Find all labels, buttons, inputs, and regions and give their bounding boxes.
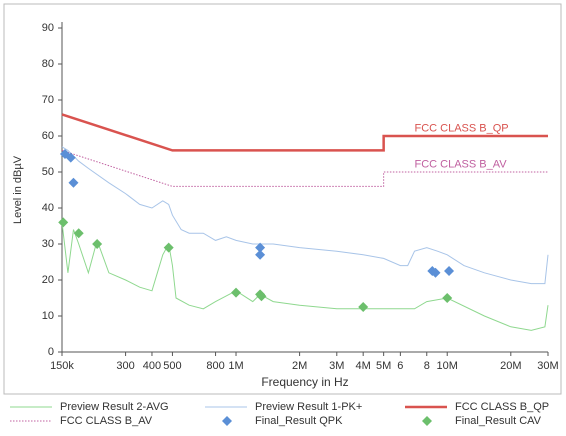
y-tick-label: 30 (42, 238, 54, 250)
y-tick-label: 40 (42, 202, 54, 214)
x-axis-label: Frequency in Hz (261, 375, 348, 389)
x-tick-label: 400 (143, 360, 161, 372)
legend-label: FCC CLASS B_QP (455, 401, 549, 413)
x-tick-label: 8 (424, 360, 430, 372)
y-tick-label: 80 (42, 58, 54, 70)
data-point (444, 266, 455, 276)
y-tick-label: 20 (42, 274, 54, 286)
data-point (65, 152, 76, 163)
data-point (163, 242, 174, 253)
x-tick-label: 1M (228, 360, 243, 372)
data-point (430, 267, 441, 278)
y-tick-label: 70 (42, 94, 54, 106)
x-tick-label: 500 (163, 360, 181, 372)
y-tick-label: 10 (42, 310, 54, 322)
x-tick-label: 2M (292, 360, 307, 372)
legend-swatch (422, 416, 432, 426)
data-point (256, 291, 267, 302)
x-tick-label: 300 (116, 360, 134, 372)
x-tick-label: 4M (356, 360, 371, 372)
annotation: FCC CLASS B_AV (415, 159, 508, 171)
y-tick-label: 0 (48, 346, 54, 358)
series-line (61, 222, 549, 331)
x-tick-label: 30M (537, 360, 558, 372)
x-tick-label: 800 (206, 360, 224, 372)
data-point (255, 242, 266, 253)
series-line (61, 113, 548, 152)
series-line (61, 149, 548, 187)
data-point (68, 177, 79, 188)
x-tick-label: 20M (500, 360, 521, 372)
x-tick-label: 150k (50, 360, 74, 372)
legend-label: Preview Result 1-PK+ (255, 401, 362, 413)
series-line (61, 146, 549, 285)
x-tick-label: 5M (376, 360, 391, 372)
data-point (231, 287, 242, 298)
y-tick-label: 50 (42, 166, 54, 178)
chart-frame (3, 3, 562, 395)
legend-label: Final_Result QPK (255, 415, 343, 427)
legend-label: FCC CLASS B_AV (60, 415, 153, 427)
data-point (358, 302, 369, 312)
x-tick-label: 10M (437, 360, 458, 372)
y-tick-label: 90 (42, 22, 54, 34)
legend-label: Preview Result 2-AVG (60, 401, 169, 413)
data-point (58, 217, 69, 228)
y-axis-label: Level in dBµV (12, 155, 24, 224)
data-point (73, 228, 84, 239)
x-tick-label: 3M (329, 360, 344, 372)
data-point (442, 293, 453, 303)
y-tick-label: 60 (42, 130, 54, 142)
annotation: FCC CLASS B_QP (415, 123, 509, 135)
x-tick-label: 6 (397, 360, 403, 372)
legend-label: Final_Result CAV (455, 415, 542, 427)
data-point (92, 239, 103, 249)
data-point (255, 249, 266, 260)
legend-swatch (222, 416, 232, 426)
